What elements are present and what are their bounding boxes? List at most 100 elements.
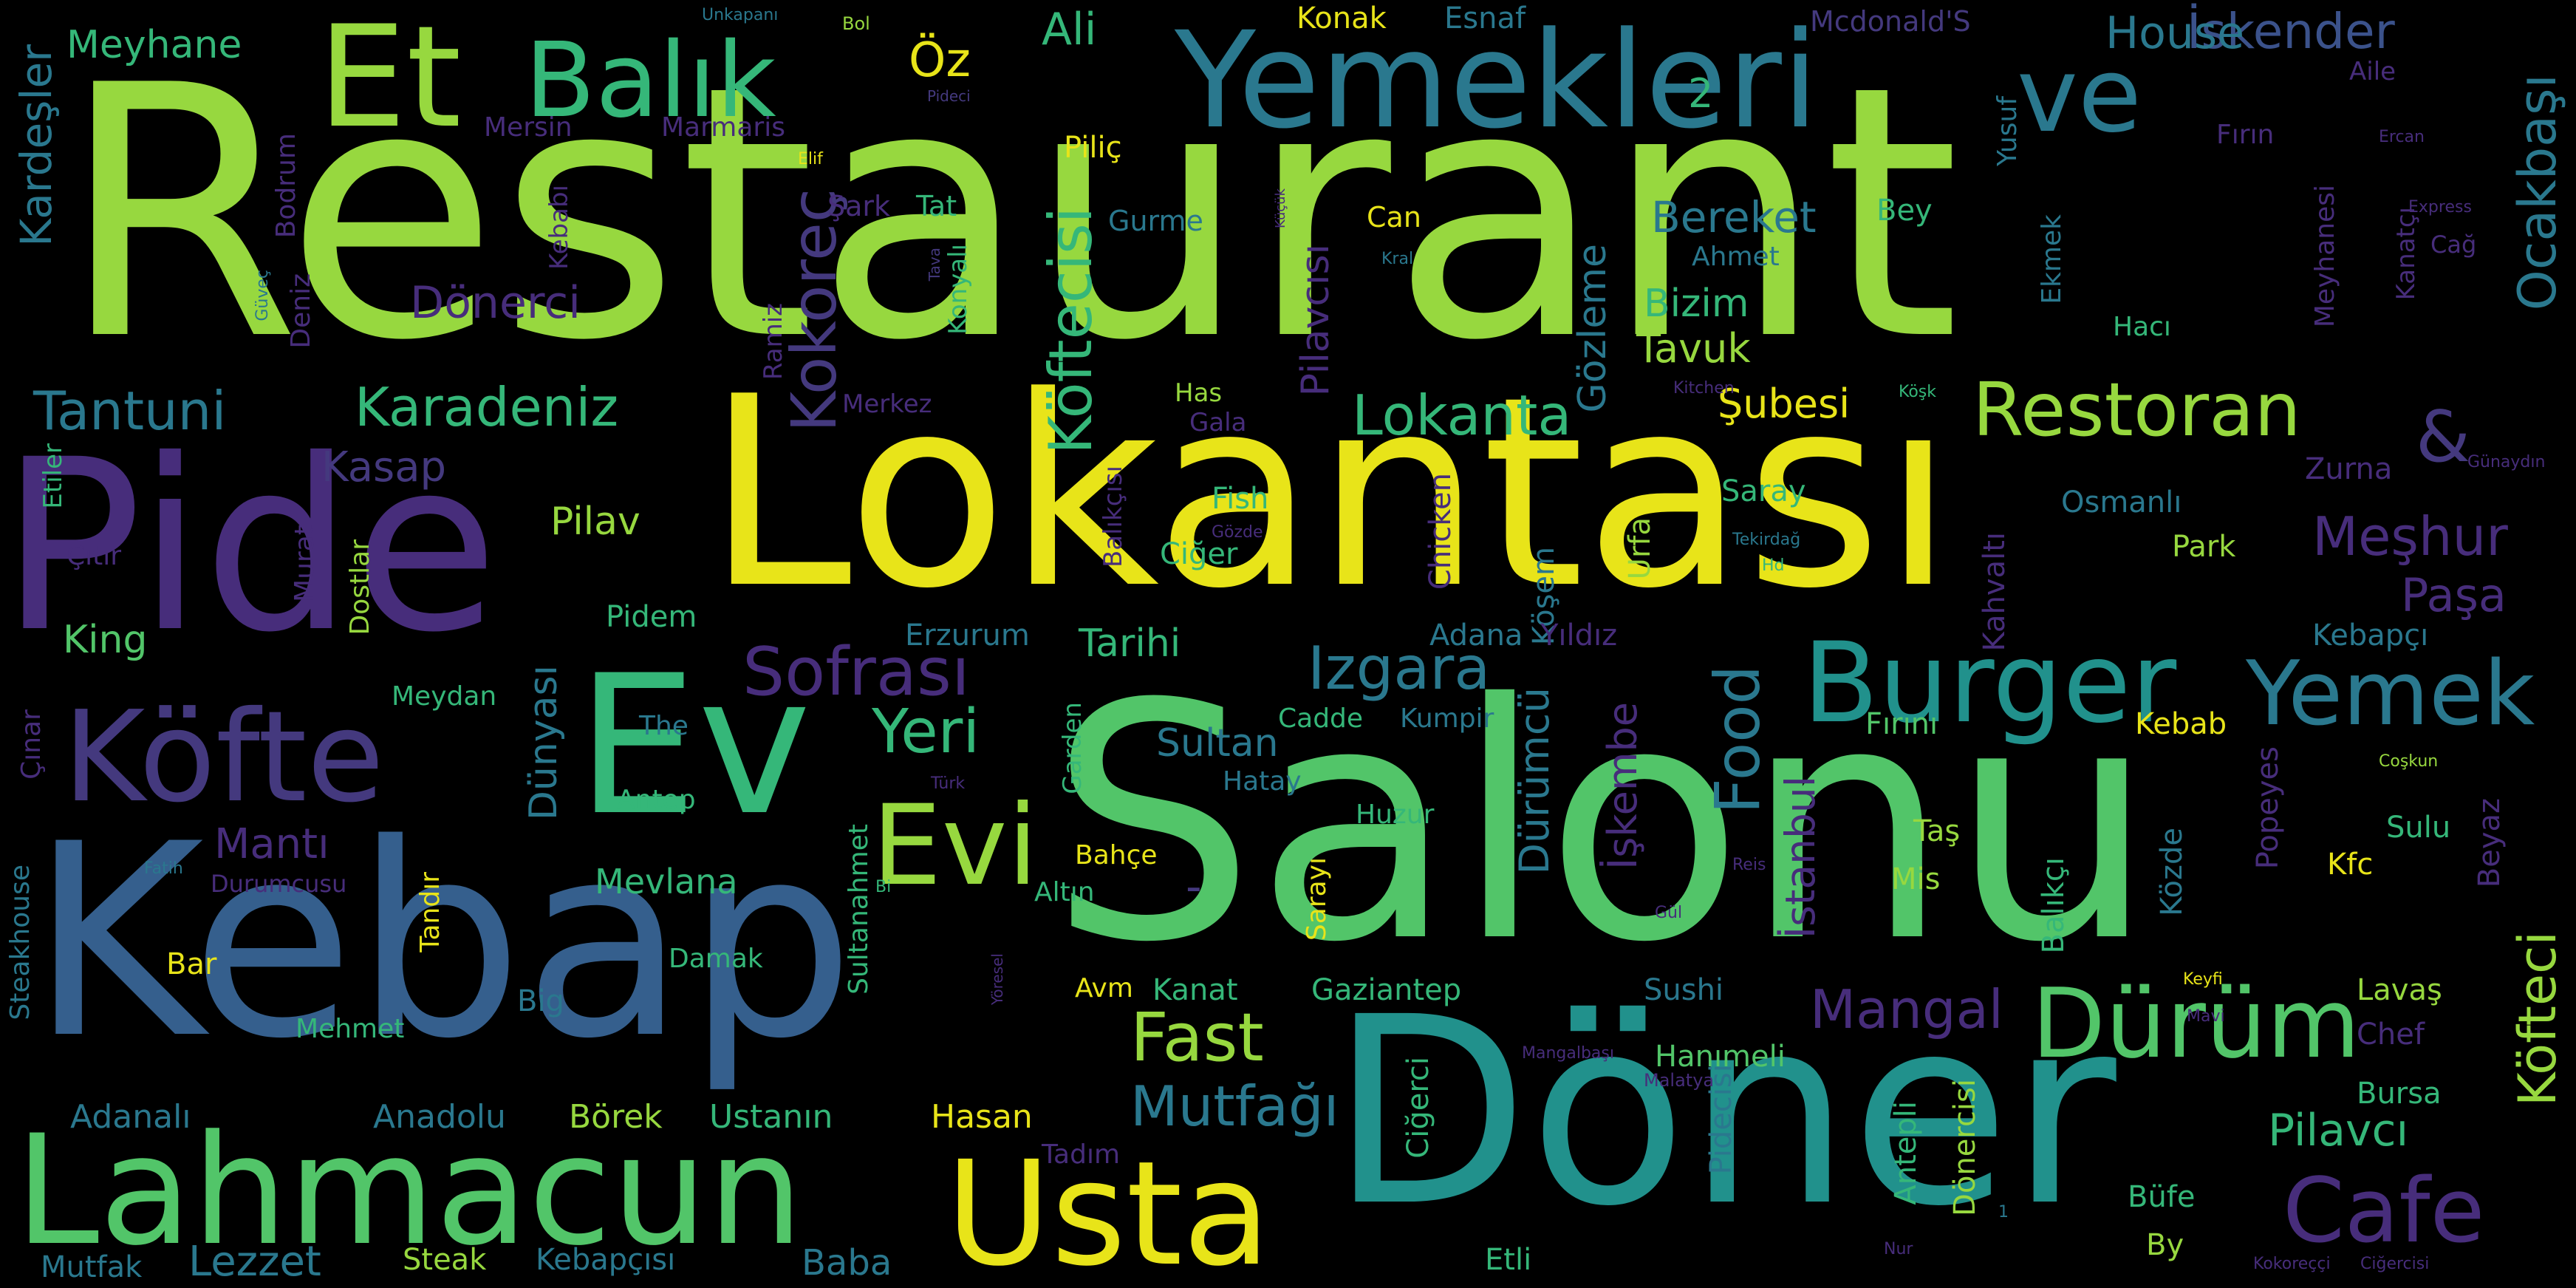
word: Nur bbox=[1884, 1240, 1913, 1258]
word: İşkembe bbox=[1599, 702, 1646, 870]
word: ve bbox=[2017, 35, 2142, 156]
word: Lahmacun bbox=[15, 1103, 804, 1279]
word: Food bbox=[1701, 665, 1774, 814]
word: Lavaş bbox=[2357, 973, 2442, 1007]
word: Sultan bbox=[1156, 721, 1279, 766]
word: Kebapçısı bbox=[536, 1243, 676, 1277]
word: Tekirdağ bbox=[1732, 531, 1801, 549]
word: Durumcusu bbox=[211, 870, 347, 898]
word: Gaziantep bbox=[1311, 973, 1462, 1007]
word: Murat bbox=[290, 525, 320, 602]
word: Fatih bbox=[144, 859, 183, 878]
word: Mehmet bbox=[295, 1014, 405, 1044]
word: Sushi bbox=[1644, 973, 1724, 1007]
word: Ciğerci bbox=[1401, 1057, 1435, 1159]
word: Bi bbox=[875, 878, 892, 896]
word: Mutfak bbox=[41, 1250, 143, 1284]
word: Güveç bbox=[253, 270, 272, 321]
word: Express bbox=[2408, 198, 2472, 217]
word: Restoran bbox=[1972, 367, 2301, 453]
word: Meyhane bbox=[66, 23, 242, 67]
word: Chicken bbox=[1424, 473, 1458, 590]
word: Usta bbox=[946, 1130, 1271, 1288]
word: Mcdonald'S bbox=[1810, 5, 1971, 38]
word: Dostlar bbox=[345, 539, 375, 636]
word: Keyfi bbox=[2183, 970, 2223, 989]
word: Mis bbox=[1891, 862, 1941, 896]
word: Çıtır bbox=[66, 541, 122, 571]
word: Fırını bbox=[1865, 707, 1938, 741]
word: Konak bbox=[1296, 1, 1387, 35]
word: Tarihi bbox=[1079, 621, 1181, 666]
word: Pide bbox=[0, 409, 499, 684]
word: Unkapanı bbox=[702, 6, 779, 24]
word: Hasan bbox=[931, 1098, 1033, 1136]
word: Baba bbox=[802, 1242, 892, 1284]
word: Şark bbox=[827, 190, 891, 222]
word: Fast bbox=[1130, 999, 1264, 1077]
word: Köfte bbox=[63, 684, 385, 831]
word: Yemekleri bbox=[1175, 4, 1819, 158]
word: Steakhouse bbox=[5, 865, 35, 1020]
word: Köftecisi bbox=[1036, 207, 1105, 454]
word: Merkez bbox=[842, 389, 932, 419]
word: Etiler bbox=[38, 443, 68, 509]
word: Türk bbox=[931, 774, 966, 793]
word: Bol bbox=[842, 13, 870, 34]
word: Yöresel bbox=[988, 953, 1006, 1006]
word: Bey bbox=[1876, 194, 1933, 228]
word: Sofrası bbox=[742, 633, 970, 711]
word: Közde bbox=[2155, 828, 2189, 916]
word: Hatay bbox=[1223, 766, 1302, 797]
word: Meyhanesi bbox=[2310, 185, 2340, 328]
word: Yusuf bbox=[1992, 96, 2023, 166]
word: Pilavcı bbox=[2268, 1105, 2409, 1156]
word: Börek bbox=[569, 1098, 663, 1136]
word: Restaurant bbox=[59, 12, 1961, 416]
word: Elif bbox=[798, 150, 823, 168]
word: Big bbox=[517, 984, 564, 1018]
word: Ciğer bbox=[1160, 537, 1238, 571]
word: Tavuk bbox=[1636, 325, 1751, 372]
word: Kumpir bbox=[1400, 703, 1494, 734]
word: Dürümcü bbox=[1511, 687, 1558, 875]
word: Popeyes bbox=[2251, 746, 2285, 870]
word: Osmanlı bbox=[2061, 485, 2182, 519]
word: Pilav bbox=[550, 500, 640, 544]
word: Meşhur bbox=[2312, 505, 2508, 568]
word: Damak bbox=[669, 944, 763, 974]
word: Kardeşler bbox=[11, 44, 61, 247]
word: Kebab bbox=[2135, 707, 2227, 741]
word: Kfc bbox=[2327, 848, 2374, 882]
word: Chef bbox=[2357, 1018, 2425, 1052]
word: Park bbox=[2172, 530, 2236, 564]
word: Garden bbox=[1058, 702, 1087, 794]
word: Tat bbox=[916, 190, 957, 222]
word: Mangal bbox=[1810, 978, 2003, 1040]
word: Lokanta bbox=[1352, 383, 1572, 448]
word: Karadeniz bbox=[355, 376, 619, 438]
word: Dünyası bbox=[522, 665, 566, 821]
word: Dönercisi bbox=[1948, 1079, 1982, 1216]
word: Bodrum bbox=[271, 133, 301, 239]
word: Piliç bbox=[1064, 131, 1122, 165]
word: & bbox=[2416, 397, 2471, 478]
word: Avm bbox=[1075, 973, 1133, 1004]
word: Öz bbox=[909, 33, 971, 88]
word: Sulu bbox=[2386, 811, 2451, 845]
word: Lokantası bbox=[706, 340, 1955, 646]
word: Günaydın bbox=[2467, 453, 2546, 471]
word: Tandır bbox=[415, 872, 445, 953]
word: Yemek bbox=[2246, 643, 2535, 746]
word: Kasap bbox=[321, 443, 447, 491]
word: The bbox=[639, 711, 689, 741]
word: Marmaris bbox=[661, 112, 785, 143]
word: Mutfağı bbox=[1130, 1074, 1339, 1139]
word: Cağ bbox=[2430, 231, 2477, 259]
word: Kebabı bbox=[544, 185, 574, 270]
word: Cafe bbox=[2283, 1160, 2485, 1263]
word: Izgara bbox=[1308, 634, 1491, 703]
word: Deniz bbox=[286, 273, 316, 349]
word: Can bbox=[1367, 201, 1421, 234]
